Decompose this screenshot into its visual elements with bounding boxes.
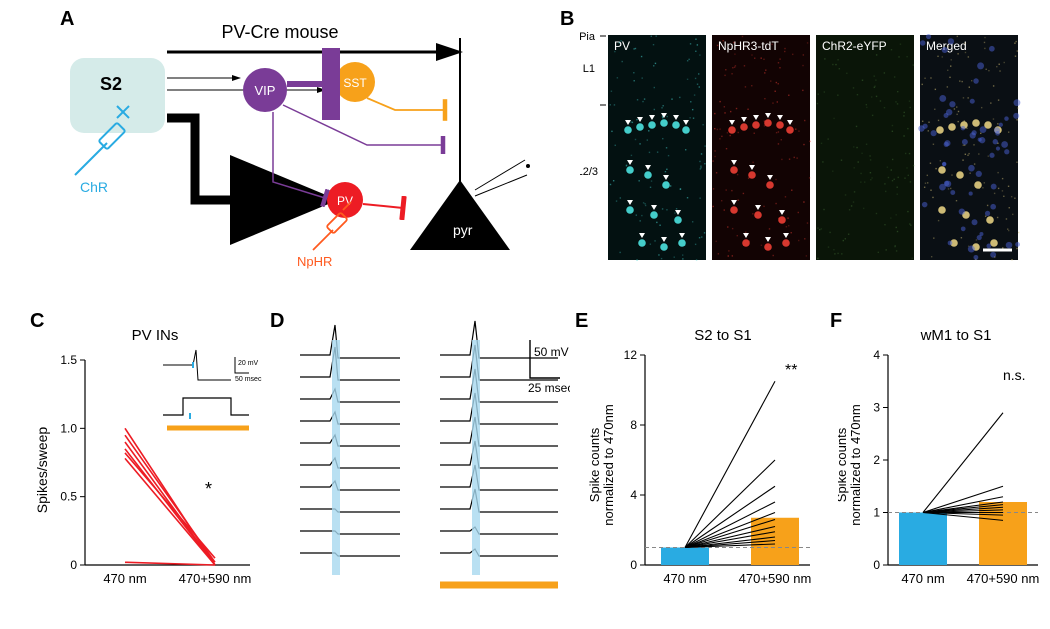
f-xtick-1: 470+590 nm bbox=[967, 571, 1040, 586]
svg-text:NpHR3-tdT: NpHR3-tdT bbox=[718, 39, 779, 53]
panel-e-svg: S2 to S1 0 4 8 12 Spike countsnormalized to… bbox=[585, 320, 825, 625]
s2-box bbox=[70, 58, 165, 133]
svg-text:1: 1 bbox=[873, 506, 880, 520]
pyr-label: pyr bbox=[453, 222, 473, 238]
panel-f-svg: wM1 to S1 01234 Spike countsnormalized t… bbox=[838, 320, 1050, 625]
l23-label: L2/3 bbox=[580, 166, 598, 178]
panel-c-svg: PV INs 0 0.5 1.0 1.5 Spikes/sweep 470 nm 47… bbox=[35, 320, 265, 620]
c-ylabel: Spikes/sweep bbox=[35, 427, 50, 514]
l1-label: L1 bbox=[583, 63, 595, 75]
svg-text:4: 4 bbox=[873, 348, 880, 362]
panel-a-title: PV-Cre mouse bbox=[221, 22, 338, 42]
figure-wrapper: { "labels":{"A":"A","B":"B","C":"C","D":… bbox=[0, 0, 1050, 629]
pv-label: PV bbox=[337, 194, 353, 208]
panel-a-svg: PV-Cre mouse S2 ChR VIP bbox=[65, 10, 535, 290]
sst-inhib-pyr bbox=[367, 98, 445, 110]
svg-text:normalized to 470nm: normalized to 470nm bbox=[601, 404, 616, 525]
svg-text:0.5: 0.5 bbox=[60, 490, 77, 504]
d-blue-1 bbox=[332, 340, 340, 575]
svg-text:0: 0 bbox=[70, 558, 77, 572]
svg-text:ChR2-eYFP: ChR2-eYFP bbox=[822, 39, 887, 53]
svg-text:2: 2 bbox=[873, 453, 880, 467]
e-sig: ** bbox=[785, 362, 797, 379]
pv-inhib-pyr bbox=[363, 204, 403, 208]
svg-text:1.0: 1.0 bbox=[60, 421, 77, 435]
c-inset: 20 mV 50 msec bbox=[155, 350, 262, 430]
svg-text:3: 3 bbox=[873, 401, 880, 415]
panel-f-title: wM1 to S1 bbox=[920, 327, 992, 344]
s2-label: S2 bbox=[100, 74, 122, 94]
pia-label: Pia bbox=[580, 31, 596, 43]
svg-text:PV: PV bbox=[614, 39, 630, 53]
svg-text:0: 0 bbox=[873, 558, 880, 572]
pipette-tip bbox=[526, 164, 530, 168]
c-inset-vscale: 20 mV bbox=[238, 360, 259, 367]
svg-text:4: 4 bbox=[630, 488, 637, 502]
svg-text:8: 8 bbox=[630, 418, 637, 432]
chr-label: ChR bbox=[80, 179, 108, 195]
vip-inhib-pv bbox=[273, 112, 325, 198]
d-scale-v: 50 mV bbox=[534, 345, 569, 359]
c-sig: * bbox=[205, 479, 212, 499]
panel-d-svg: 50 mV 25 msec bbox=[280, 320, 570, 620]
label-b: B bbox=[560, 8, 574, 31]
f-sig: n.s. bbox=[1003, 367, 1026, 383]
f-xtick-0: 470 nm bbox=[901, 571, 944, 586]
arrow-to-pv bbox=[167, 118, 320, 200]
d-blue-2 bbox=[472, 340, 480, 575]
e-xtick-0: 470 nm bbox=[663, 571, 706, 586]
c-inset-tscale: 50 msec bbox=[235, 376, 262, 383]
svg-text:Spike counts: Spike counts bbox=[587, 427, 602, 502]
svg-text:0: 0 bbox=[630, 558, 637, 572]
sst-label: SST bbox=[343, 76, 367, 90]
panel-c-title: PV INs bbox=[132, 327, 179, 344]
svg-text:normalized to 470nm: normalized to 470nm bbox=[848, 404, 863, 525]
panel-b: Pia L1 L2/3 PVNpHR3-tdTChR2-eYFPMerged bbox=[580, 20, 1030, 270]
e-xtick-1: 470+590 nm bbox=[739, 571, 812, 586]
panel-e-title: S2 to S1 bbox=[694, 327, 752, 344]
svg-text:12: 12 bbox=[624, 348, 638, 362]
nphr-label: NpHR bbox=[297, 254, 332, 269]
c-xtick-1: 470+590 nm bbox=[179, 571, 252, 586]
vip-inhib-pyr bbox=[283, 105, 443, 145]
svg-text:1.5: 1.5 bbox=[60, 353, 77, 367]
pipette-icon bbox=[475, 160, 527, 196]
vip-label: VIP bbox=[255, 83, 276, 98]
c-xtick-0: 470 nm bbox=[103, 571, 146, 586]
d-scale-t: 25 msec bbox=[528, 381, 570, 395]
pyr-soma bbox=[410, 180, 510, 250]
